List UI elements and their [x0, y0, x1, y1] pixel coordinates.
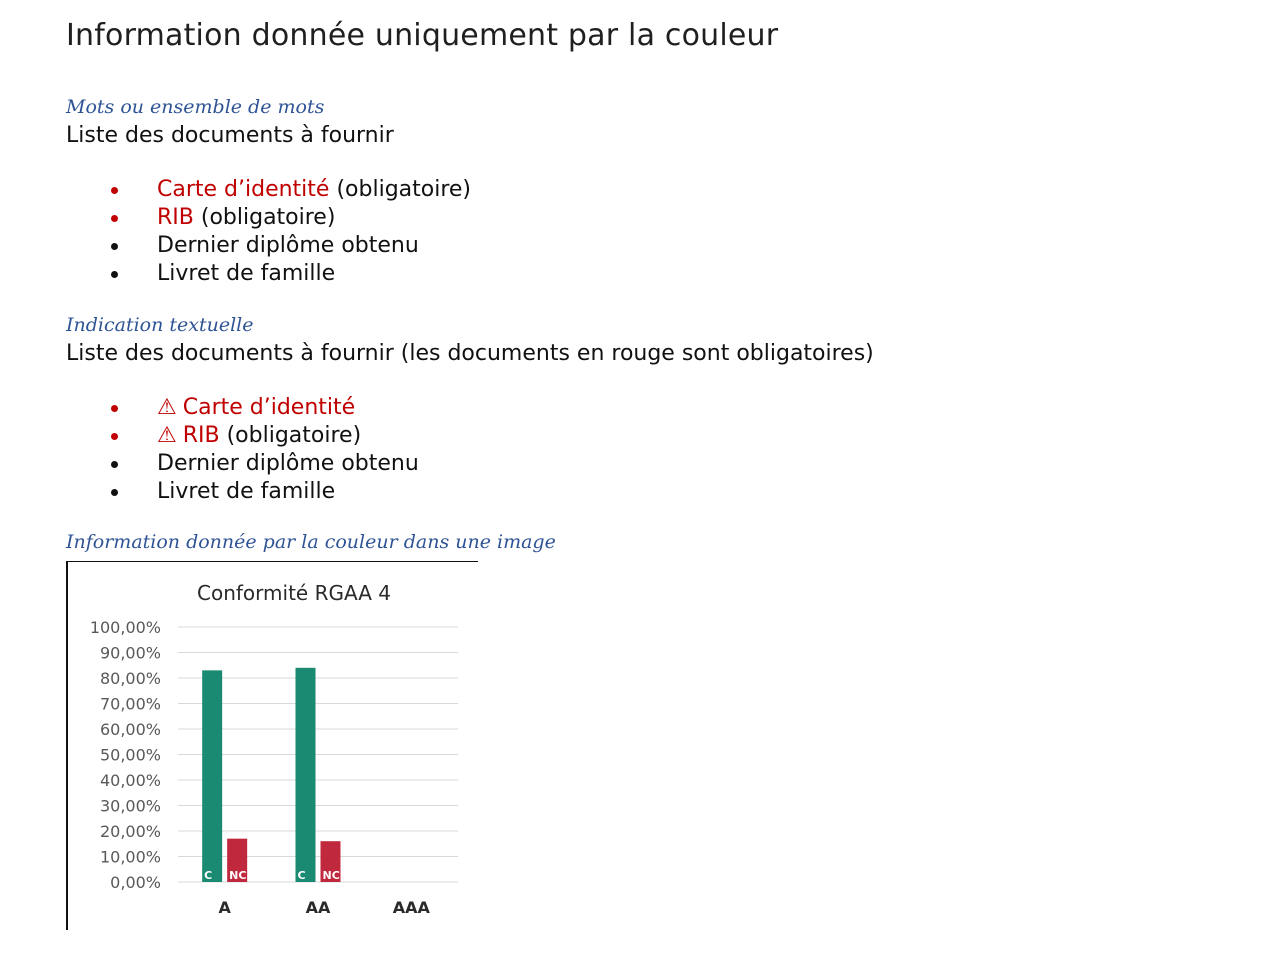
chart-title: Conformité RGAA 4 — [197, 581, 391, 605]
y-tick-label: 20,00% — [100, 822, 161, 841]
bar-label: NC — [229, 869, 246, 882]
y-tick-label: 50,00% — [100, 746, 161, 765]
bullet-icon — [111, 461, 118, 468]
bullet-icon — [111, 243, 118, 250]
document-suffix: (obligatoire) — [329, 177, 472, 202]
list-item: ⚠ RIB (obligatoire) — [66, 422, 419, 450]
bullet-icon — [111, 271, 118, 278]
bar-nc — [320, 841, 341, 882]
list-item: ⚠ Carte d’identité — [66, 394, 419, 422]
list-item: Dernier diplôme obtenu — [66, 232, 471, 260]
warning-icon: ⚠ — [157, 395, 177, 420]
y-tick-label: 80,00% — [100, 669, 161, 688]
bar-label: C — [298, 869, 306, 882]
warning-icon: ⚠ — [157, 423, 177, 448]
y-tick-label: 60,00% — [100, 720, 161, 739]
required-document-label: RIB — [182, 423, 220, 448]
x-tick-label: AAA — [393, 898, 431, 917]
section-heading-words: Mots ou ensemble de mots — [66, 96, 325, 118]
document-suffix: (obligatoire) — [193, 205, 336, 230]
list-item: Carte d’identité (obligatoire) — [66, 176, 471, 204]
bullet-icon — [111, 489, 118, 496]
required-document-label: Carte d’identité — [157, 177, 330, 202]
bullet-icon — [111, 215, 118, 222]
document-suffix: (obligatoire) — [219, 423, 362, 448]
document-label: Dernier diplôme obtenu — [157, 233, 419, 258]
y-tick-label: 40,00% — [100, 771, 161, 790]
list-intro-words: Liste des documents à fournir — [66, 123, 394, 148]
bar-c — [295, 667, 316, 882]
document-label: Livret de famille — [157, 261, 336, 286]
list-item: Dernier diplôme obtenu — [66, 450, 419, 478]
conformity-chart: Conformité RGAA 4 0,00% 10,00% 20,00% 30,00%… — [90, 581, 458, 917]
required-document-label: Carte d’identité — [182, 395, 356, 420]
bullet-icon — [111, 187, 118, 194]
bullet-icon — [111, 405, 118, 412]
section-heading-text: Indication textuelle — [66, 314, 254, 336]
bar-nc — [227, 838, 248, 882]
document-list-words: Carte d’identité (obligatoire) RIB (obli… — [66, 176, 471, 288]
y-tick-label: 30,00% — [100, 797, 161, 816]
document-label: Dernier diplôme obtenu — [157, 451, 419, 476]
document-list-text: ⚠ Carte d’identité ⚠ RIB (obligatoire) Der… — [66, 394, 419, 506]
bullet-icon — [111, 433, 118, 440]
y-tick-label: 100,00% — [90, 618, 161, 637]
x-tick-label: A — [218, 898, 231, 917]
list-item: RIB (obligatoire) — [66, 204, 471, 232]
chart-frame: Conformité RGAA 4 0,00% 10,00% 20,00% 30,00%… — [66, 561, 478, 930]
section-heading-image: Information donnée par la couleur dans u… — [66, 531, 556, 553]
list-item: Livret de famille — [66, 478, 419, 506]
y-tick-label: 90,00% — [100, 644, 161, 663]
x-tick-label: AA — [306, 898, 331, 917]
y-tick-label: 70,00% — [100, 695, 161, 714]
document-label: Livret de famille — [157, 479, 336, 504]
page-title: Information donnée uniquement par la cou… — [66, 18, 779, 53]
y-tick-label: 10,00% — [100, 848, 161, 867]
y-tick-label: 0,00% — [110, 873, 161, 892]
bar-label: NC — [323, 869, 340, 882]
bar-label: C — [204, 869, 212, 882]
list-intro-text: Liste des documents à fournir (les docum… — [66, 341, 874, 366]
list-item: Livret de famille — [66, 260, 471, 288]
required-document-label: RIB — [157, 205, 194, 230]
bar-c — [202, 670, 223, 882]
